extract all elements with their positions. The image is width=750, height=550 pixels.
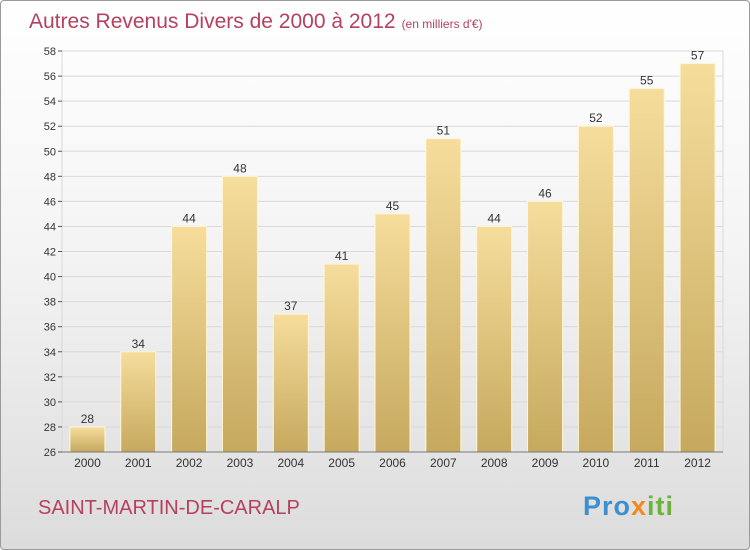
- x-tick-label: 2000: [74, 456, 101, 470]
- y-tick-label: 46: [44, 196, 56, 208]
- chart-title: Autres Revenus Divers de 2000 à 2012 (en …: [29, 10, 483, 34]
- y-tick-label: 38: [44, 297, 56, 309]
- data-label-2004: 37: [284, 299, 298, 313]
- data-label-2001: 34: [132, 337, 146, 351]
- y-tick-label: 42: [44, 247, 56, 259]
- logo-part-3: iti: [647, 491, 675, 521]
- data-label-2000: 28: [81, 412, 95, 426]
- logo-part-1: Pro: [583, 491, 632, 521]
- y-tick-label: 34: [44, 347, 56, 359]
- y-tick-label: 30: [44, 397, 56, 409]
- bar-2004: [272, 313, 309, 453]
- x-tick-label: 2001: [125, 456, 152, 470]
- y-tick-label: 52: [44, 121, 56, 133]
- data-label-2012: 57: [691, 49, 705, 63]
- bar-2003: [221, 175, 258, 453]
- y-tick-label: 36: [44, 322, 56, 334]
- bar-2012: [679, 63, 716, 453]
- y-tick-label: 26: [44, 447, 56, 459]
- data-label-2005: 41: [335, 249, 349, 263]
- data-label-2008: 44: [488, 211, 502, 225]
- x-tick-label: 2002: [176, 456, 203, 470]
- chart-unit: (en milliers d'€): [401, 17, 483, 31]
- bar-2009: [527, 200, 564, 453]
- bar-2002: [171, 225, 208, 453]
- y-tick-label: 50: [44, 146, 56, 158]
- town-name: SAINT-MARTIN-DE-CARALP: [38, 497, 300, 519]
- data-label-2009: 46: [538, 186, 552, 200]
- x-tick-label: 2004: [277, 456, 304, 470]
- x-tick-label: 2010: [583, 456, 610, 470]
- x-tick-label: 2005: [328, 456, 355, 470]
- bar-2007: [425, 138, 462, 453]
- y-tick-label: 40: [44, 272, 56, 284]
- bar-2005: [323, 263, 360, 453]
- data-label-2011: 55: [640, 74, 654, 88]
- y-tick-label: 32: [44, 372, 56, 384]
- bar-2011: [628, 88, 665, 453]
- data-label-2006: 45: [386, 199, 400, 213]
- x-tick-label: 2003: [227, 456, 254, 470]
- bar-2006: [374, 213, 411, 453]
- x-tick-label: 2006: [379, 456, 406, 470]
- bar-2008: [476, 225, 513, 453]
- bar-2001: [120, 351, 157, 453]
- data-label-2007: 51: [437, 124, 451, 138]
- data-label-2003: 48: [233, 161, 247, 175]
- y-tick-label: 58: [44, 46, 56, 58]
- y-tick-label: 54: [44, 96, 56, 108]
- y-tick-label: 48: [44, 171, 56, 183]
- logo-part-2: x: [631, 491, 648, 521]
- data-label-2002: 44: [182, 211, 196, 225]
- x-tick-label: 2008: [481, 456, 508, 470]
- y-tick-label: 44: [44, 221, 56, 233]
- data-label-2010: 52: [589, 111, 603, 125]
- x-tick-label: 2007: [430, 456, 457, 470]
- x-tick-label: 2011: [634, 456, 660, 470]
- bar-2010: [577, 125, 614, 453]
- proxiti-logo: Proxiti: [583, 491, 674, 522]
- bar-2000: [69, 426, 106, 453]
- x-tick-label: 2012: [684, 456, 711, 470]
- chart-title-text: Autres Revenus Divers de 2000 à 2012: [29, 10, 396, 33]
- y-tick-label: 56: [44, 71, 56, 83]
- x-tick-label: 2009: [532, 456, 559, 470]
- y-tick-label: 28: [44, 422, 56, 434]
